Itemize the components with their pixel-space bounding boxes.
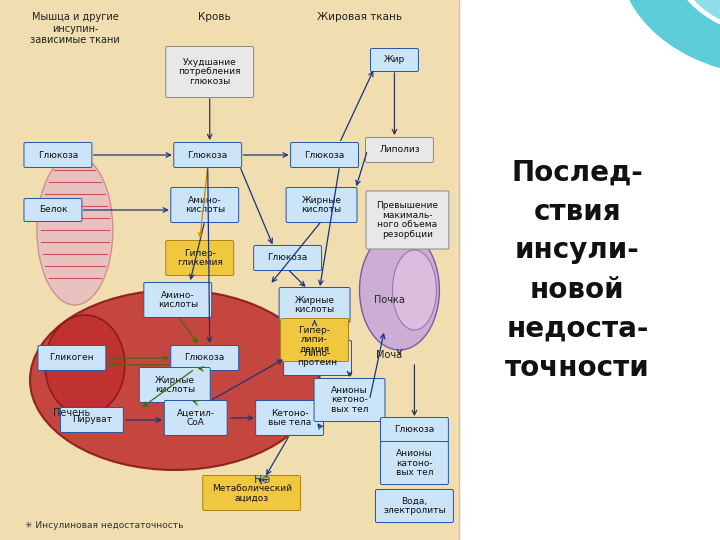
Text: ✳ Инсулиновая недостаточность: ✳ Инсулиновая недостаточность <box>25 522 184 530</box>
FancyBboxPatch shape <box>286 187 357 222</box>
FancyBboxPatch shape <box>380 442 449 484</box>
Text: Гипер-
липи-
демия: Гипер- липи- демия <box>299 326 330 354</box>
Ellipse shape <box>359 230 439 350</box>
Text: Превышение
макималь-
ного объема
резорбции: Превышение макималь- ного объема резорбц… <box>377 201 438 239</box>
Text: Амино-
кислоты: Амино- кислоты <box>158 291 198 309</box>
FancyBboxPatch shape <box>164 401 228 435</box>
FancyBboxPatch shape <box>366 191 449 249</box>
FancyBboxPatch shape <box>139 368 210 402</box>
Text: Гликоген: Гликоген <box>50 354 94 362</box>
FancyBboxPatch shape <box>253 246 322 271</box>
Text: Липолиз: Липолиз <box>379 145 420 154</box>
Text: Послед-
ствия
инсули-
новой
недоста-
точности: Послед- ствия инсули- новой недоста- точ… <box>505 159 649 381</box>
Text: Вода,
электролиты: Вода, электролиты <box>383 497 446 515</box>
FancyBboxPatch shape <box>371 49 418 71</box>
FancyBboxPatch shape <box>38 346 106 370</box>
FancyBboxPatch shape <box>166 240 234 275</box>
FancyBboxPatch shape <box>166 46 253 98</box>
FancyBboxPatch shape <box>375 489 454 523</box>
FancyBboxPatch shape <box>144 282 212 318</box>
Text: Жир: Жир <box>384 56 405 64</box>
Text: Липо-
протеин: Липо- протеин <box>297 349 338 367</box>
FancyBboxPatch shape <box>203 476 300 510</box>
FancyBboxPatch shape <box>314 379 385 422</box>
Text: Анионы
катоно-
вых тел: Анионы катоно- вых тел <box>396 449 433 477</box>
Text: Печень: Печень <box>53 408 91 418</box>
FancyBboxPatch shape <box>380 417 449 442</box>
Text: Жирные
кислоты: Жирные кислоты <box>302 195 341 214</box>
Text: Ухудшание
потребления
глюкозы: Ухудшание потребления глюкозы <box>179 58 241 86</box>
FancyBboxPatch shape <box>171 187 238 222</box>
Text: Моча: Моча <box>377 350 402 360</box>
Text: H⊕: H⊕ <box>253 475 271 485</box>
Text: Пируват: Пируват <box>72 415 112 424</box>
Ellipse shape <box>37 155 113 305</box>
Text: Белок: Белок <box>39 206 67 214</box>
FancyBboxPatch shape <box>174 143 242 167</box>
Text: Амино-
кислоты: Амино- кислоты <box>184 195 225 214</box>
FancyBboxPatch shape <box>60 408 123 433</box>
FancyBboxPatch shape <box>291 143 359 167</box>
FancyBboxPatch shape <box>171 346 238 370</box>
FancyBboxPatch shape <box>284 341 351 375</box>
Text: Кетоно-
вые тела: Кетоно- вые тела <box>268 409 311 427</box>
Ellipse shape <box>45 315 125 415</box>
Text: Глюкоза: Глюкоза <box>395 426 435 435</box>
FancyBboxPatch shape <box>24 143 92 167</box>
Ellipse shape <box>392 250 436 330</box>
Text: Жирные
кислоты: Жирные кислоты <box>155 376 195 394</box>
Text: Глюкоза: Глюкоза <box>37 151 78 159</box>
Text: Глюкоза: Глюкоза <box>267 253 307 262</box>
Text: Глюкоза: Глюкоза <box>305 151 345 159</box>
FancyBboxPatch shape <box>279 287 350 322</box>
Text: Жировая ткань: Жировая ткань <box>317 12 402 22</box>
Text: Почка: Почка <box>374 295 405 305</box>
FancyBboxPatch shape <box>256 401 323 435</box>
Text: Гипер-
гликемия: Гипер- гликемия <box>177 248 222 267</box>
Text: Мышца и другие
инсупин-
зависимые ткани: Мышца и другие инсупин- зависимые ткани <box>30 12 120 45</box>
Text: Глюкоза: Глюкоза <box>188 151 228 159</box>
Text: Глюкоза: Глюкоза <box>184 354 225 362</box>
Text: Метаболический
ацидоз: Метаболический ацидоз <box>212 484 292 502</box>
Text: Кровь: Кровь <box>198 12 231 22</box>
Text: Ацетил-
СоА: Ацетил- СоА <box>176 409 215 427</box>
Text: Жирные
кислоты: Жирные кислоты <box>294 296 335 314</box>
Text: Анионы
кетоно-
вых тел: Анионы кетоно- вых тел <box>330 386 368 414</box>
FancyBboxPatch shape <box>366 138 433 163</box>
FancyBboxPatch shape <box>24 199 82 221</box>
FancyBboxPatch shape <box>281 319 348 361</box>
Ellipse shape <box>30 290 320 470</box>
